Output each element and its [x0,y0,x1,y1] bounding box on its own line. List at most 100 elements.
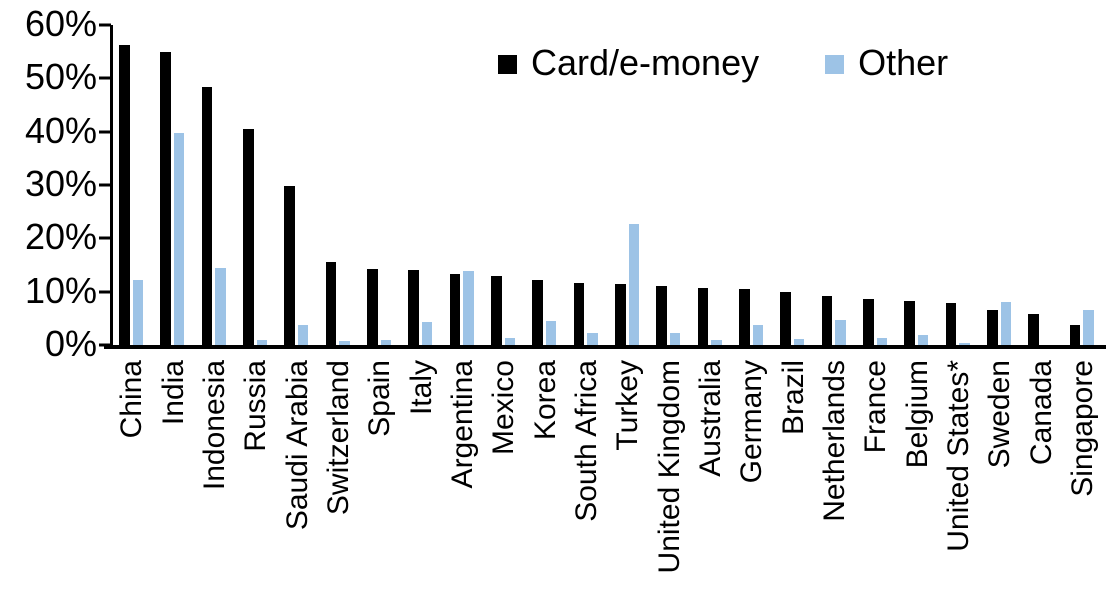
y-tick-mark-10 [99,290,111,294]
x-label-text-turkey: Turkey [611,360,645,451]
x-label-netherlands: Netherlands [815,360,856,592]
bar-card-e-money-indonesia [201,87,213,345]
x-label-text-australia: Australia [694,360,728,477]
bar-other-switzerland [339,341,350,345]
bar-other-saudi-arabia [297,325,309,345]
x-label-text-united-states: United States* [942,360,976,552]
bar-other-argentina [463,270,474,345]
legend-swatch-card-e-money [498,54,517,74]
x-label-text-indonesia: Indonesia [198,360,232,491]
bar-card-e-money-turkey [615,283,626,345]
bar-other-brazil [793,338,805,345]
x-label-italy: Italy [401,360,442,592]
bar-other-south-africa [587,332,598,345]
x-axis-line [104,345,1106,349]
x-label-text-south-africa: South Africa [570,360,604,522]
bar-other-india [173,132,185,345]
y-tick-mark-30 [99,183,111,187]
legend-label-card-e-money: Card/e-money [531,42,760,83]
y-tick-mark-0 [99,343,111,347]
bar-card-e-money-united-states [945,303,957,345]
bar-other-china [132,280,143,345]
bar-other-italy [421,321,433,345]
y-tick-label-20: 20% [24,216,97,258]
bar-card-e-money-russia [243,129,254,345]
x-label-singapore: Singapore [1063,360,1104,592]
y-tick-label-60: 60% [24,3,97,45]
x-label-text-argentina: Argentina [446,360,480,489]
x-label-text-italy: Italy [404,360,438,416]
x-label-text-spain: Spain [363,360,397,437]
bar-card-e-money-spain [367,269,378,345]
x-label-text-united-kingdom: United Kingdom [652,360,686,574]
bar-other-germany [752,324,763,345]
x-label-text-sweden: Sweden [983,360,1017,469]
bar-other-turkey [628,224,639,345]
bar-card-e-money-mexico [491,276,502,345]
y-axis-line [110,25,113,345]
x-label-text-germany: Germany [735,360,769,484]
bar-other-netherlands [835,319,846,345]
bar-other-belgium [917,334,929,345]
y-tick-mark-40 [99,130,111,134]
bar-card-e-money-south-africa [573,282,585,345]
bar-card-e-money-china [119,45,130,345]
bar-other-united-states [959,343,970,345]
y-tick-label-0: 0% [44,323,97,365]
y-tick-mark-20 [99,236,111,240]
x-label-text-belgium: Belgium [900,360,934,469]
x-label-text-france: France [859,360,893,454]
x-label-text-netherlands: Netherlands [818,360,852,522]
bar-card-e-money-united-kingdom [656,286,667,345]
x-label-india: India [153,360,194,592]
bar-other-indonesia [215,268,226,345]
bar-card-e-money-brazil [780,291,791,345]
x-label-switzerland: Switzerland [319,360,360,592]
x-label-spain: Spain [360,360,401,592]
legend-swatch-other [825,54,845,74]
chart-legend: Card/e-money Other [498,42,948,84]
bar-other-mexico [504,338,515,345]
x-label-argentina: Argentina [443,360,484,592]
x-label-south-africa: South Africa [567,360,608,592]
x-label-text-russia: Russia [239,360,273,452]
bar-card-e-money-singapore [1069,324,1081,345]
x-label-belgium: Belgium [897,360,938,592]
x-label-text-saudi-arabia: Saudi Arabia [280,360,314,531]
x-label-korea: Korea [525,360,566,592]
bar-other-russia [256,339,267,345]
bar-card-e-money-saudi-arabia [284,186,295,345]
x-label-canada: Canada [1021,360,1062,592]
y-tick-label-30: 30% [24,163,97,205]
y-tick-mark-50 [99,76,111,80]
x-label-germany: Germany [732,360,773,592]
bar-other-sweden [1000,302,1011,345]
bar-card-e-money-netherlands [821,295,833,345]
x-label-text-brazil: Brazil [776,360,810,436]
x-label-mexico: Mexico [484,360,525,592]
bar-card-e-money-australia [697,287,709,345]
y-tick-label-10: 10% [24,269,97,311]
x-label-text-china: China [115,360,149,439]
bar-other-spain [380,340,391,345]
bar-other-united-kingdom [669,333,681,345]
bar-card-e-money-belgium [904,301,915,345]
x-label-indonesia: Indonesia [195,360,236,592]
x-label-brazil: Brazil [773,360,814,592]
x-label-russia: Russia [236,360,277,592]
bar-card-e-money-korea [532,279,543,345]
legend-label-other: Other [858,42,949,83]
bar-card-e-money-france [863,299,874,345]
x-label-text-korea: Korea [528,360,562,441]
y-tick-label-40: 40% [24,109,97,151]
bar-card-e-money-switzerland [325,262,337,345]
x-label-australia: Australia [691,360,732,592]
bar-card-e-money-germany [739,289,750,345]
x-label-united-states: United States* [939,360,980,592]
bar-other-france [876,337,887,345]
bar-other-australia [711,339,722,345]
bar-other-korea [545,321,557,345]
x-label-text-mexico: Mexico [487,360,521,456]
bar-card-e-money-india [160,51,171,345]
